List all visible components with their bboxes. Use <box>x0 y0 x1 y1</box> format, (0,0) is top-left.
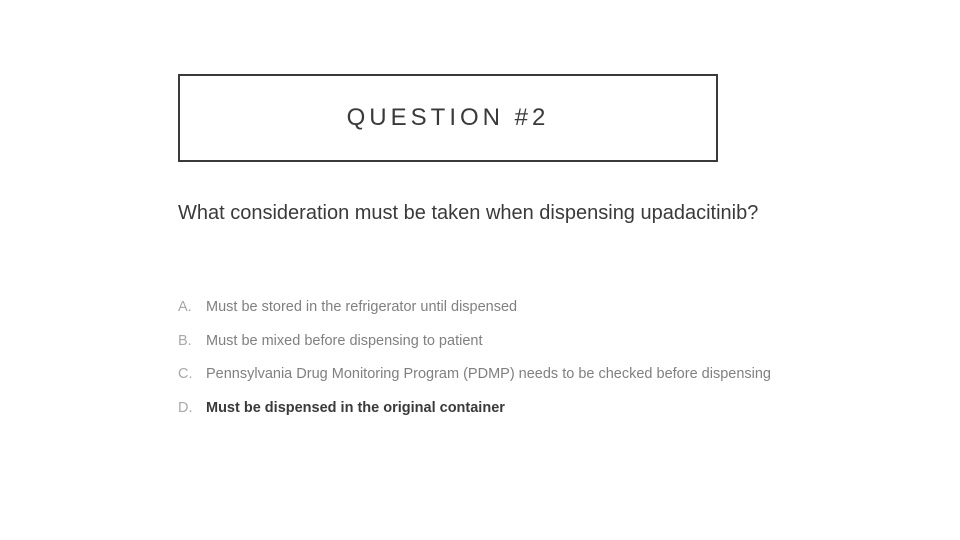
option-text: Must be stored in the refrigerator until… <box>206 299 517 315</box>
slide: QUESTION #2 What consideration must be t… <box>0 0 960 540</box>
option-d: D. Must be dispensed in the original con… <box>178 399 818 419</box>
option-text: Must be dispensed in the original contai… <box>206 400 505 416</box>
option-marker: D. <box>178 399 202 419</box>
option-marker: B. <box>178 332 202 352</box>
option-marker: C. <box>178 365 202 385</box>
answer-options: A. Must be stored in the refrigerator un… <box>178 298 818 432</box>
question-text: What consideration must be taken when di… <box>178 200 778 226</box>
option-text: Pennsylvania Drug Monitoring Program (PD… <box>206 366 771 382</box>
option-a: A. Must be stored in the refrigerator un… <box>178 298 818 318</box>
option-c: C. Pennsylvania Drug Monitoring Program … <box>178 365 818 385</box>
title-box: QUESTION #2 <box>178 74 718 162</box>
option-b: B. Must be mixed before dispensing to pa… <box>178 332 818 352</box>
option-marker: A. <box>178 298 202 318</box>
option-text: Must be mixed before dispensing to patie… <box>206 333 482 349</box>
slide-title: QUESTION #2 <box>347 104 550 132</box>
